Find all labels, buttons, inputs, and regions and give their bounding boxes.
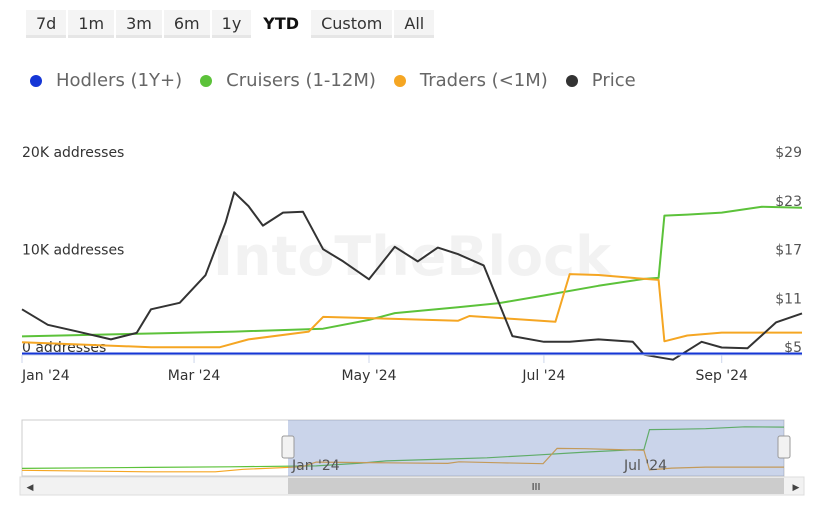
chart-legend: Hodlers (1Y+) Cruisers (1-12M) Traders (… — [30, 70, 654, 91]
range-button-7d[interactable]: 7d — [26, 10, 67, 38]
range-button-1y[interactable]: 1y — [211, 10, 252, 38]
scrollbar-thumb[interactable] — [288, 478, 784, 494]
watermark: IntoTheBlock — [213, 225, 612, 288]
y-axis-right: $5 $11 $17 $23 $29 — [775, 145, 802, 356]
series-line-cruisers — [21, 205, 803, 338]
y-left-tick-label: 10K addresses — [22, 243, 124, 259]
range-button-all[interactable]: All — [394, 10, 435, 38]
navigator-series — [21, 426, 785, 473]
scrollbar-grip-icon: III — [532, 482, 541, 493]
series-layer — [21, 191, 803, 361]
x-tick-label: Sep '24 — [695, 368, 748, 384]
legend-label-price: Price — [591, 70, 636, 91]
range-selector: 7d 1m 3m 6m 1y YTD Custom All — [26, 10, 436, 38]
legend-label-cruisers: Cruisers (1-12M) — [226, 70, 376, 91]
series-line-price — [21, 191, 803, 361]
navigator-handle-right[interactable] — [777, 435, 791, 459]
range-button-3m[interactable]: 3m — [116, 10, 162, 38]
legend-item-traders[interactable]: Traders (<1M) — [393, 70, 548, 91]
legend-dot-hodlers-icon — [30, 74, 42, 87]
x-tick-label: Jan '24 — [21, 368, 70, 384]
legend-label-traders: Traders (<1M) — [419, 70, 548, 91]
legend-item-hodlers[interactable]: Hodlers (1Y+) — [30, 70, 182, 91]
legend-dot-traders-icon — [393, 74, 406, 87]
y-right-tick-label: $17 — [775, 243, 802, 259]
y-right-tick-label: $23 — [775, 194, 802, 210]
legend-label-hodlers: Hodlers (1Y+) — [56, 70, 183, 91]
navigator-line — [21, 447, 784, 473]
scroll-right-arrow-icon[interactable]: ▶ — [793, 483, 800, 493]
x-tick-label: Jul '24 — [521, 368, 565, 384]
legend-item-cruisers[interactable]: Cruisers (1-12M) — [200, 70, 376, 91]
x-axis: Jan '24 Mar '24 May '24 Jul '24 Sep '24 — [21, 354, 802, 384]
navigator-handle-left[interactable] — [281, 435, 295, 459]
range-button-6m[interactable]: 6m — [163, 10, 210, 38]
navigator-label-jan: Jan '24 — [291, 458, 340, 474]
navigator: Jan '24 Jul '24 III ◀ ▶ — [19, 419, 805, 496]
y-right-tick-label: $29 — [775, 145, 802, 161]
x-tick-label: May '24 — [341, 368, 396, 384]
range-button-1m[interactable]: 1m — [68, 10, 115, 38]
series-line-traders — [21, 273, 802, 349]
navigator-window[interactable] — [288, 420, 784, 476]
scroll-left-arrow-icon[interactable]: ◀ — [27, 483, 34, 493]
legend-dot-price-icon — [565, 74, 578, 87]
legend-dot-cruisers-icon — [200, 74, 213, 87]
y-left-tick-label: 20K addresses — [22, 145, 124, 161]
y-right-tick-label: $5 — [784, 340, 802, 356]
navigator-line — [21, 426, 785, 469]
y-right-tick-label: $11 — [775, 291, 802, 307]
navigator-label-jul: Jul '24 — [623, 458, 667, 474]
range-button-custom[interactable]: Custom — [311, 10, 393, 38]
legend-item-price[interactable]: Price — [565, 70, 636, 91]
range-button-ytd[interactable]: YTD — [253, 10, 310, 38]
x-tick-label: Mar '24 — [168, 368, 221, 384]
